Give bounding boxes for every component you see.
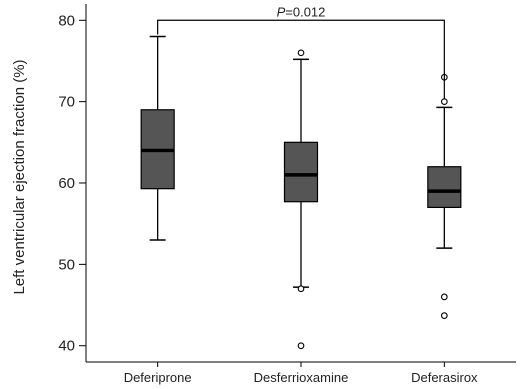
p-symbol: P <box>277 4 286 19</box>
y-tick-label: 80 <box>58 12 75 29</box>
x-tick-label: Deferiprone <box>124 370 192 385</box>
y-axis-title: Left ventricular ejection fraction (%) <box>11 59 28 294</box>
y-tick-label: 40 <box>58 338 75 355</box>
box-group <box>140 35 175 241</box>
outlier-point <box>440 312 448 319</box>
outlier-point <box>440 98 448 105</box>
significance-annotation: P=0.012 <box>157 4 445 100</box>
y-tick-label: 70 <box>58 94 75 111</box>
box-group <box>427 73 462 319</box>
y-tick-label: 50 <box>58 256 75 273</box>
x-tick-label: Desferrioxamine <box>254 370 349 385</box>
box-group <box>283 49 319 350</box>
outlier-point <box>297 342 305 350</box>
iqr-box <box>283 141 319 203</box>
iqr-box <box>427 166 462 209</box>
outlier-point <box>297 49 305 57</box>
p-value-label: P=0.012 <box>277 4 326 19</box>
outlier-point <box>440 293 448 301</box>
y-tick-label: 60 <box>58 175 75 192</box>
outlier-point <box>297 285 305 293</box>
significance-bracket <box>157 19 445 100</box>
p-value: =0.012 <box>285 4 325 19</box>
x-tick-label: Deferasirox <box>411 370 478 385</box>
axes: 40 50 60 70 80 Deferiprone Desferrioxamine Defe… <box>58 4 516 385</box>
boxes <box>140 35 462 350</box>
